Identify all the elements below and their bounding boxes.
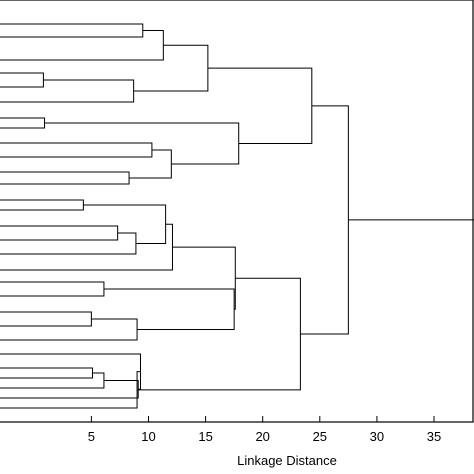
- dendrogram-link: [0, 79, 135, 103]
- dendrogram-link: [0, 23, 144, 38]
- dendrogram-link: [0, 353, 141, 390]
- dendrogram-link: [0, 380, 139, 399]
- dendrogram-links: [0, 23, 474, 409]
- x-tick-label: 10: [141, 429, 155, 444]
- dendrogram-link: [300, 105, 349, 335]
- dendrogram-link: [207, 67, 313, 144]
- dendrogram-link: [0, 371, 141, 409]
- dendrogram-link: [0, 72, 44, 88]
- x-axis-tick-labels: 5 10 15 20 25 30 35: [88, 429, 442, 444]
- dendrogram-link: [137, 277, 301, 391]
- dendrogram-link: [0, 367, 94, 379]
- dendrogram-link: [0, 142, 153, 158]
- dendrogram-link: [83, 204, 167, 244]
- dendrogram-link: [0, 171, 130, 185]
- dendrogram-link: [103, 288, 235, 330]
- dendrogram-link: [129, 149, 172, 179]
- dendrogram-link: [0, 199, 84, 211]
- plot-frame: [0, 0, 474, 423]
- dendrogram-link: [0, 311, 92, 327]
- x-tick-label: 15: [198, 429, 212, 444]
- x-tick-label: 35: [427, 429, 441, 444]
- dendrogram-link: [0, 372, 105, 389]
- x-axis-ticks: [90, 416, 435, 422]
- x-tick-label: 5: [88, 429, 95, 444]
- dendrogram-link: [0, 318, 138, 341]
- dendrogram-link: [0, 225, 119, 241]
- dendrogram-link: [0, 30, 164, 61]
- x-axis-label: Linkage Distance: [237, 453, 337, 468]
- x-tick-label: 20: [255, 429, 269, 444]
- x-tick-label: 30: [370, 429, 384, 444]
- dendrogram-link: [0, 117, 46, 129]
- dendrogram-link: [0, 232, 137, 255]
- dendrogram-link: [172, 246, 236, 310]
- x-tick-label: 25: [313, 429, 327, 444]
- dendrogram-link: [0, 223, 173, 271]
- dendrogram-link: [0, 281, 105, 297]
- dendrogram-link: [44, 122, 240, 165]
- dendrogram-link: [133, 44, 209, 92]
